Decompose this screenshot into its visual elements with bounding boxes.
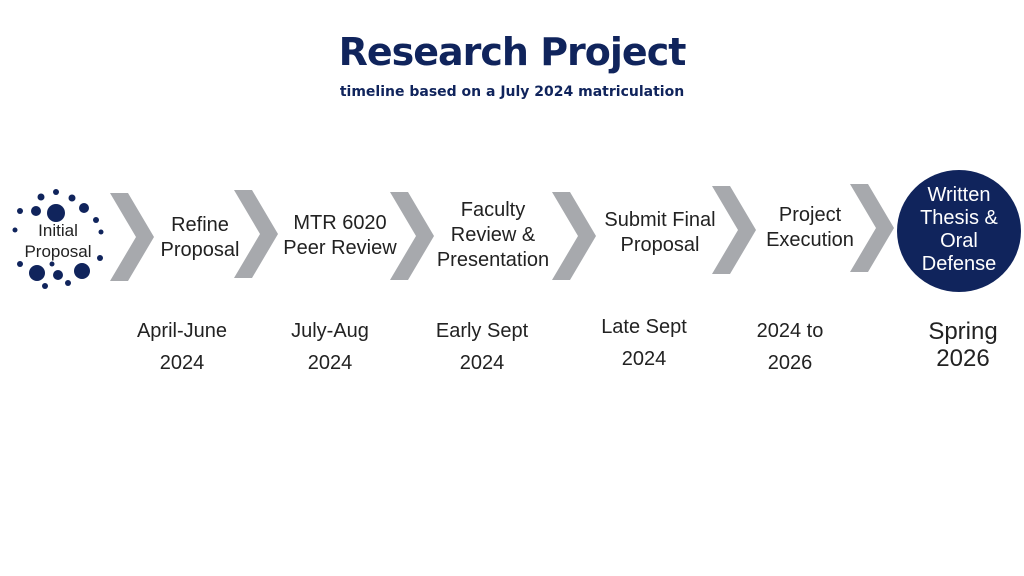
page-subtitle: timeline based on a July 2024 matriculat…	[339, 84, 685, 100]
initial-proposal-label: Initial Proposal	[24, 221, 92, 261]
step-date-project-execution: 2024 to 2026	[756, 320, 824, 374]
step-date-refine-proposal: April-June 2024	[136, 320, 228, 374]
final-milestone-date: Spring 2026	[928, 318, 998, 372]
step-label-peer-review: MTR 6020 Peer Review	[283, 212, 397, 259]
step-label-faculty-review: Faculty Review & Presentation	[436, 199, 550, 271]
chevron-right-icon	[712, 186, 756, 274]
step-date-faculty-review: Early Sept 2024	[435, 320, 529, 374]
chevron-right-icon	[850, 184, 894, 272]
step-date-peer-review: July-Aug 2024	[291, 320, 369, 374]
page-title: Research Project	[338, 30, 687, 74]
final-milestone-label: Written Thesis & Oral Defense	[920, 184, 998, 275]
step-label-refine-proposal: Refine Proposal	[160, 214, 240, 261]
chevron-right-icon	[110, 193, 154, 281]
step-label-project-execution: Project Execution	[766, 204, 854, 251]
initial-proposal-dots-icon	[12, 189, 104, 289]
chevron-right-icon	[552, 192, 596, 280]
chevron-right-icon	[234, 190, 278, 278]
chevron-right-icon	[390, 192, 434, 280]
step-label-submit-final: Submit Final Proposal	[604, 209, 716, 256]
final-milestone-circle	[897, 170, 1021, 292]
step-date-submit-final: Late Sept 2024	[601, 316, 687, 370]
